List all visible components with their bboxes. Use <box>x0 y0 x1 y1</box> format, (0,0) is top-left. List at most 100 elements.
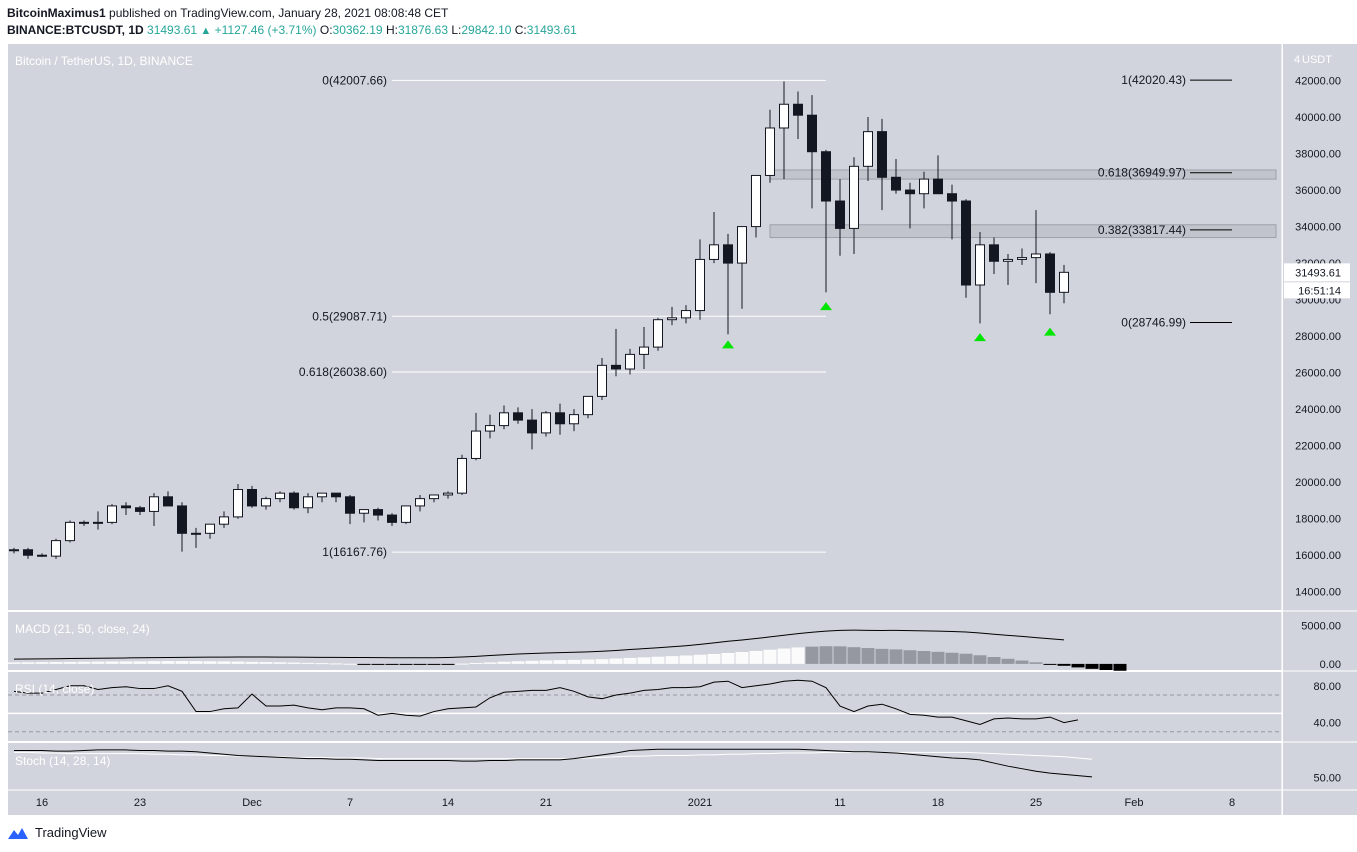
candle <box>499 405 509 430</box>
macd-histogram-bar <box>539 660 553 664</box>
macd-histogram-bar <box>511 661 525 664</box>
macd-histogram-bar <box>721 652 735 664</box>
candle-body <box>289 492 299 509</box>
author-name[interactable]: BitcoinMaximus1 <box>7 6 106 20</box>
countdown-label: 16:51:14 <box>1298 285 1341 297</box>
candle-body <box>513 412 523 421</box>
candle-body <box>541 412 551 434</box>
macd-histogram-bar <box>1099 663 1113 670</box>
macd-histogram-bar <box>679 655 693 664</box>
time-tick-label: 25 <box>1030 797 1042 809</box>
candle <box>121 502 131 516</box>
candle <box>569 409 579 432</box>
macd-histogram-bar <box>203 661 217 664</box>
candle <box>947 184 957 240</box>
candle-body <box>905 189 915 195</box>
macd-histogram-bar <box>231 661 245 664</box>
candle <box>709 211 719 264</box>
candle-body <box>387 514 397 523</box>
candle-body <box>653 319 663 348</box>
candle <box>317 492 327 503</box>
macd-histogram-bar <box>777 648 791 664</box>
macd-histogram-bar <box>707 653 721 664</box>
candle-body <box>177 505 187 534</box>
macd-histogram-bar <box>749 650 763 664</box>
price-tick-label: 36000.00 <box>1295 185 1341 197</box>
candle-body <box>961 200 971 286</box>
time-tick-label: 23 <box>134 797 146 809</box>
time-tick-label: 14 <box>442 797 454 809</box>
close-label: C: <box>514 23 527 37</box>
open-label: O: <box>319 23 333 37</box>
price-tick-label: 38000.00 <box>1295 149 1341 161</box>
macd-histogram-bar <box>595 659 609 664</box>
fib-right-label-1: 0.618(36949.97) <box>1098 166 1186 180</box>
macd-histogram-bar <box>119 661 133 664</box>
time-tick-label: 2021 <box>688 797 712 809</box>
published-text: published on TradingView.com, January 28… <box>109 6 449 20</box>
price-tick-label: 40000.00 <box>1295 112 1341 124</box>
macd-histogram-bar <box>903 650 917 664</box>
candle-body <box>415 498 425 507</box>
candle <box>303 493 313 514</box>
candle <box>513 407 523 424</box>
tradingview-brand: TradingView <box>35 825 107 840</box>
price-tick-label: 26000.00 <box>1295 368 1341 380</box>
time-tick-label: 7 <box>347 797 353 809</box>
candle-body <box>947 193 957 202</box>
price-tick-label: 24000.00 <box>1295 404 1341 416</box>
candle-body <box>373 509 383 516</box>
ohlc-line: BINANCE:BTCUSDT, 1D 31493.61 ▲ +1127.46 … <box>7 23 577 37</box>
fib-left-label-0: 0(42007.66) <box>322 73 387 87</box>
macd-histogram-bar <box>819 646 833 664</box>
rsi-pane-bg <box>8 672 1282 741</box>
candle <box>611 328 621 377</box>
rsi-tick-label: 80.00 <box>1313 681 1341 693</box>
macd-histogram-bar <box>931 651 945 664</box>
candle-body <box>779 103 789 129</box>
candle-body <box>219 516 229 525</box>
candle-body <box>191 532 201 535</box>
candle <box>891 159 901 194</box>
candle <box>429 494 439 503</box>
stoch-tick-label: 50.00 <box>1313 772 1341 784</box>
fib-left-label-3: 1(16167.76) <box>322 545 387 559</box>
macd-histogram-bar <box>413 663 427 665</box>
candle <box>191 527 201 548</box>
macd-histogram-bar <box>875 648 889 664</box>
macd-histogram-bar <box>973 655 987 664</box>
candle-body <box>975 244 985 286</box>
candle-body <box>821 151 831 202</box>
macd-histogram-bar <box>301 662 315 664</box>
candle <box>359 509 369 523</box>
macd-tick-label: 0.00 <box>1320 659 1341 671</box>
candle-body <box>877 131 887 178</box>
candle-body <box>569 414 579 425</box>
symbol-label[interactable]: BINANCE:BTCUSDT, 1D <box>7 23 144 37</box>
price-tick-label: 16000.00 <box>1295 550 1341 562</box>
candle-body <box>149 496 159 512</box>
candle-body <box>359 509 369 514</box>
candle <box>205 523 215 539</box>
candle <box>695 239 705 320</box>
candle-body <box>695 258 705 312</box>
candle-body <box>933 178 943 195</box>
candle-body <box>527 419 537 434</box>
candle-body <box>807 114 817 153</box>
tradingview-logo[interactable]: TradingView <box>6 825 107 840</box>
candle <box>247 485 257 508</box>
candle <box>541 410 551 437</box>
macd-histogram-bar <box>427 663 441 665</box>
macd-histogram-bar <box>1043 663 1057 665</box>
candle-body <box>23 549 33 556</box>
candle-body <box>401 505 411 523</box>
candle <box>933 155 943 195</box>
macd-histogram-bar <box>357 663 371 665</box>
high-label: H: <box>385 23 398 37</box>
macd-histogram-bar <box>77 661 91 664</box>
macd-histogram-bar <box>609 658 623 664</box>
candle <box>1017 248 1027 265</box>
time-tick-label: 21 <box>540 797 552 809</box>
countdown-box <box>1284 282 1350 299</box>
